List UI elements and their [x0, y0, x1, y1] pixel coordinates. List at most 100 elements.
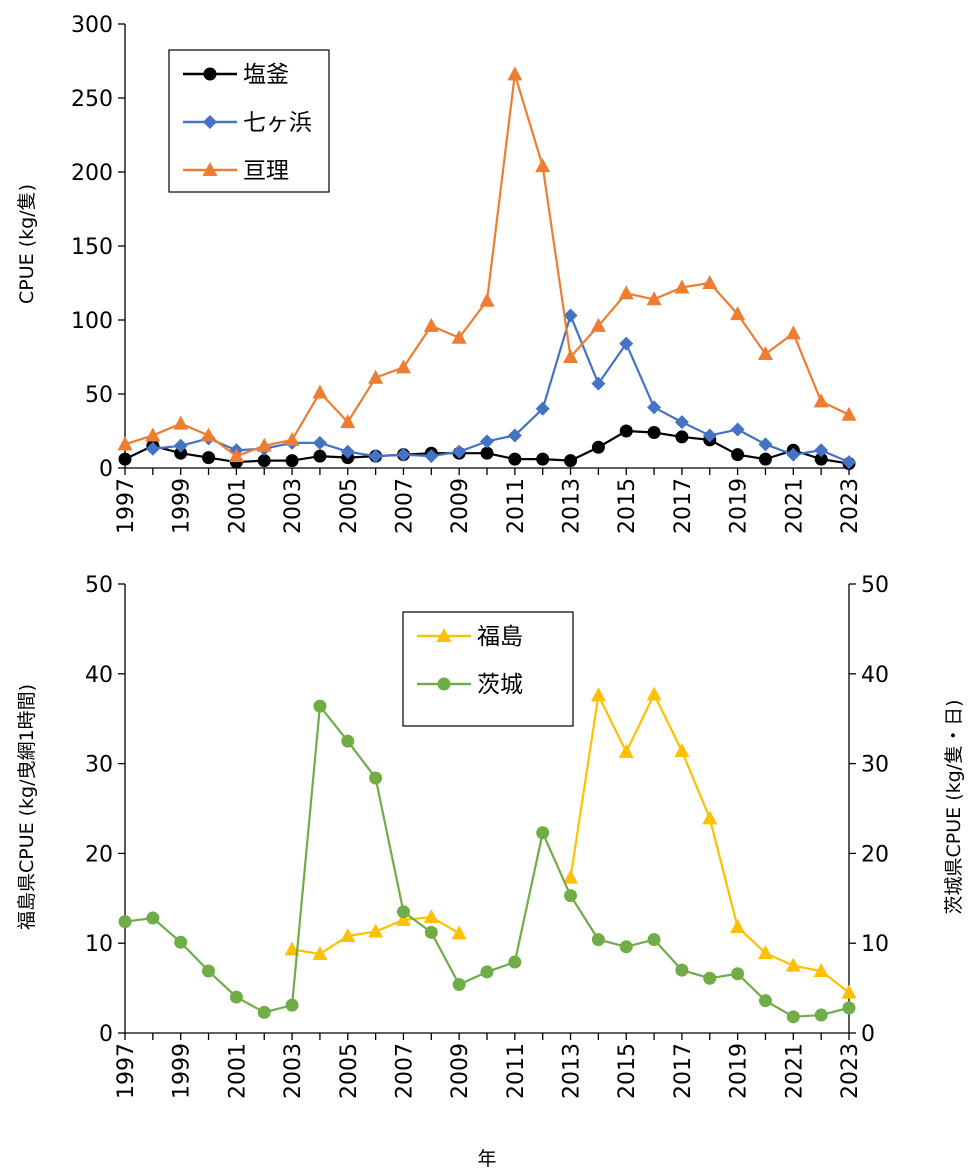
data-point — [591, 933, 605, 947]
data-point — [702, 428, 717, 443]
data-point — [480, 965, 494, 979]
legend-swatch-marker — [202, 162, 218, 176]
legend-swatch-marker — [437, 677, 451, 691]
data-point — [674, 415, 689, 430]
y-tick-label: 300 — [71, 13, 113, 38]
y-tick-label: 20 — [85, 842, 113, 867]
x-tick-label: 2005 — [337, 1043, 362, 1099]
data-point — [341, 734, 355, 748]
data-point — [675, 430, 689, 444]
legend-box — [402, 611, 574, 727]
x-tick-label: 2001 — [225, 1043, 250, 1099]
data-point — [368, 449, 383, 464]
data-point — [507, 428, 522, 443]
data-point — [674, 279, 690, 294]
data-point — [703, 971, 717, 985]
data-point — [563, 308, 578, 323]
x-tick-label: 2023 — [838, 1043, 863, 1099]
data-point — [536, 826, 550, 840]
data-point — [564, 454, 578, 468]
data-point — [312, 384, 328, 399]
data-point — [730, 422, 745, 437]
data-point — [757, 346, 773, 361]
data-point — [813, 393, 829, 408]
data-point — [256, 437, 272, 452]
x-tick-label: 2009 — [448, 478, 473, 534]
data-point — [619, 940, 633, 954]
y-axis-title: 福島県CPUE (kg/曳網1時間) — [16, 684, 38, 930]
data-point — [814, 443, 829, 458]
series-line — [569, 693, 850, 994]
data-point — [535, 158, 551, 173]
data-point — [786, 1010, 800, 1024]
y-tick-label: 50 — [85, 383, 113, 408]
legend-label: 茨城 — [477, 672, 523, 698]
data-point — [285, 454, 299, 468]
x-tick-label: 1997 — [114, 478, 139, 534]
data-point — [173, 438, 188, 453]
x-tick-label: 2019 — [727, 478, 752, 534]
x-tick-label: 2017 — [671, 1043, 696, 1099]
data-point — [312, 945, 328, 960]
data-point — [758, 437, 773, 452]
x-tick-label: 2007 — [392, 1043, 417, 1099]
data-point — [174, 935, 188, 949]
data-point — [702, 810, 718, 825]
data-point — [646, 291, 662, 306]
x-tick-label: 2013 — [560, 1043, 585, 1099]
data-point — [618, 743, 634, 758]
data-point — [395, 359, 411, 374]
y-tick-label: 40 — [85, 663, 113, 688]
y-right-tick-label: 30 — [861, 753, 889, 778]
data-point — [813, 963, 829, 978]
y-tick-label: 150 — [71, 235, 113, 260]
data-point — [313, 449, 327, 463]
data-point — [591, 440, 605, 454]
x-tick-label: 2005 — [337, 478, 362, 534]
data-point — [423, 909, 439, 924]
x-tick-label: 2003 — [281, 478, 306, 534]
x-axis-title: 年 — [477, 1148, 496, 1170]
data-point — [814, 452, 828, 466]
y-tick-label: 30 — [85, 753, 113, 778]
y-right-tick-label: 0 — [861, 1022, 875, 1047]
x-tick-label: 2019 — [727, 1043, 752, 1099]
data-point — [591, 376, 606, 391]
legend-swatch-marker — [203, 67, 217, 81]
legend-label: 塩釜 — [243, 62, 289, 88]
data-point — [785, 325, 801, 340]
series-line — [152, 314, 850, 464]
data-point — [145, 441, 160, 456]
x-tick-label: 2021 — [782, 478, 807, 534]
x-tick-label: 2011 — [504, 478, 529, 534]
data-point — [480, 446, 494, 460]
legend-swatch-marker — [436, 628, 452, 642]
data-point — [340, 414, 356, 429]
y-tick-label: 0 — [99, 1022, 113, 1047]
y-axis-right-title: 茨城県CPUE (kg/隻・日) — [943, 700, 965, 915]
data-point — [452, 978, 466, 992]
y-right-tick-label: 50 — [861, 573, 889, 598]
x-tick-label: 2015 — [615, 478, 640, 534]
data-point — [757, 945, 773, 960]
data-point — [674, 743, 690, 758]
y-right-tick-label: 10 — [861, 932, 889, 957]
data-point — [396, 905, 410, 919]
data-point — [646, 686, 662, 701]
data-point — [563, 869, 579, 884]
data-point — [285, 998, 299, 1012]
series-福島 — [284, 686, 857, 999]
data-point — [590, 687, 606, 702]
data-point — [842, 1001, 856, 1015]
data-point — [424, 449, 439, 464]
data-point — [730, 919, 746, 934]
data-point — [647, 933, 661, 947]
data-point — [424, 925, 438, 939]
x-tick-label: 2011 — [504, 1043, 529, 1099]
data-point — [145, 427, 161, 442]
data-point — [368, 369, 384, 384]
y-tick-label: 200 — [71, 161, 113, 186]
data-point — [786, 447, 801, 462]
data-point — [814, 1008, 828, 1022]
